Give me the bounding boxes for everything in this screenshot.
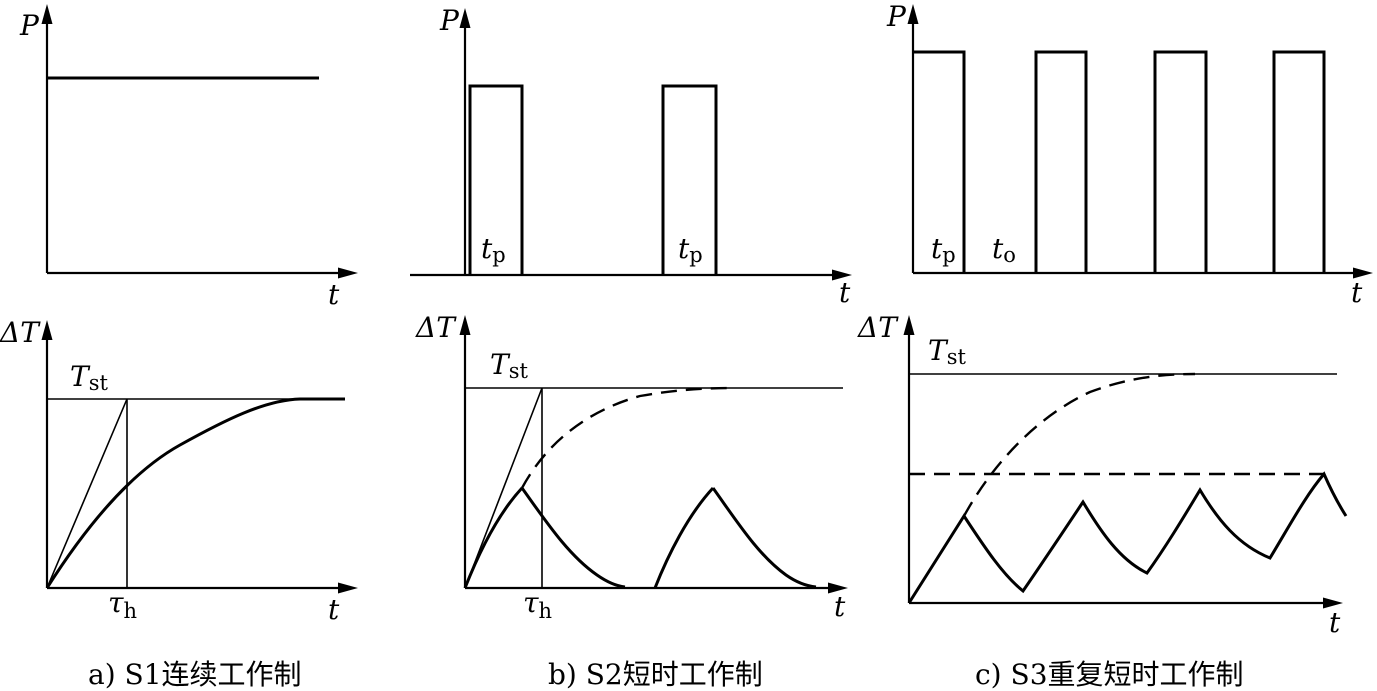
panel-c-power-x-label: t bbox=[1351, 276, 1363, 309]
panel-a-tau-label: τh bbox=[108, 586, 137, 623]
panel-b-heating-2 bbox=[653, 486, 715, 589]
panel-c-tst-label: Tst bbox=[928, 334, 966, 369]
panel-b-steady-curve-dashed bbox=[520, 386, 736, 489]
panel-a-caption: a) S1连续工作制 bbox=[88, 658, 302, 691]
panel-b-caption: b) S2短时工作制 bbox=[548, 658, 763, 691]
panel-c-power-graph: P t tp to bbox=[886, 0, 1373, 309]
panel-b-pulse-1 bbox=[468, 84, 524, 275]
panel-b-temp-x-label: t bbox=[834, 590, 846, 623]
panel-c: P t tp to ΔT t Tst c) S3重复短时工作制 bbox=[857, 0, 1373, 691]
panel-b-temp-graph: ΔT t Tst τh bbox=[415, 311, 848, 623]
panel-c-pulse-2 bbox=[1034, 50, 1088, 273]
panel-a-temp-graph: ΔT t Tst τh bbox=[0, 316, 358, 626]
panel-c-temp-y-arrow bbox=[903, 315, 915, 335]
panel-b-cooling-2 bbox=[711, 487, 817, 589]
panel-b-cooling-1 bbox=[520, 487, 626, 589]
panel-c-temp-x-label: t bbox=[1329, 606, 1341, 639]
panel-a-temp-x-label: t bbox=[328, 593, 340, 626]
panel-c-pulse-3 bbox=[1153, 50, 1208, 273]
panel-a-temp-y-arrow bbox=[41, 320, 53, 340]
panel-b-power-x-label: t bbox=[839, 276, 851, 309]
panel-b-tst-label: Tst bbox=[490, 348, 528, 383]
panel-c-pulse-4 bbox=[1272, 50, 1326, 273]
panel-b-tp-label-2: tp bbox=[678, 232, 703, 267]
panel-c-temp-x-arrow bbox=[1323, 597, 1343, 609]
panel-a-heating-curve bbox=[45, 397, 345, 589]
panel-a-power-graph: P t bbox=[19, 4, 358, 311]
panel-a-power-y-label: P bbox=[19, 9, 40, 42]
panel-a-power-x-label: t bbox=[328, 278, 340, 311]
panel-a-tangent-line bbox=[46, 398, 128, 589]
panel-b-temp-y-arrow bbox=[459, 315, 471, 335]
panel-b-power-y-label: P bbox=[439, 4, 460, 37]
panel-b-tp-label-1: tp bbox=[481, 232, 506, 267]
panel-b-power-graph: P t tp tp bbox=[410, 4, 852, 309]
panel-b-temp-y-label: ΔT bbox=[415, 311, 457, 344]
panel-b-temp-x-arrow bbox=[828, 582, 848, 594]
panel-c-power-y-arrow bbox=[907, 4, 919, 24]
panel-a-tst-label: Tst bbox=[70, 360, 108, 395]
panel-a: P t ΔT t Tst τh a) S1连续工作制 bbox=[0, 4, 358, 691]
panel-b-tau-label: τh bbox=[523, 586, 552, 623]
panel-c-power-y-label: P bbox=[886, 0, 907, 33]
panel-c-power-x-arrow bbox=[1353, 267, 1373, 279]
panel-c-sawtooth-curve bbox=[907, 471, 1348, 604]
panel-b-heating-1 bbox=[463, 486, 524, 589]
panel-c-temp-y-label: ΔT bbox=[857, 311, 899, 344]
panel-c-steady-curve-dashed bbox=[962, 372, 1196, 517]
panel-b: P t tp tp ΔT t Tst τh b) S2短时工作制 bbox=[410, 4, 852, 691]
panel-c-pulse-1 bbox=[913, 50, 966, 273]
panel-a-power-x-arrow bbox=[338, 267, 358, 279]
panel-c-temp-graph: ΔT t Tst bbox=[857, 311, 1348, 639]
panel-b-power-y-arrow bbox=[459, 8, 471, 28]
panel-c-to-label: to bbox=[992, 232, 1016, 267]
panel-a-temp-x-arrow bbox=[338, 582, 358, 594]
panel-c-tp-label: tp bbox=[931, 232, 956, 267]
panel-b-power-x-arrow bbox=[832, 269, 852, 281]
panel-a-temp-y-label: ΔT bbox=[0, 316, 41, 349]
panel-c-caption: c) S3重复短时工作制 bbox=[975, 658, 1244, 691]
panel-a-power-y-arrow bbox=[41, 4, 53, 24]
panel-b-pulse-2 bbox=[661, 84, 718, 275]
